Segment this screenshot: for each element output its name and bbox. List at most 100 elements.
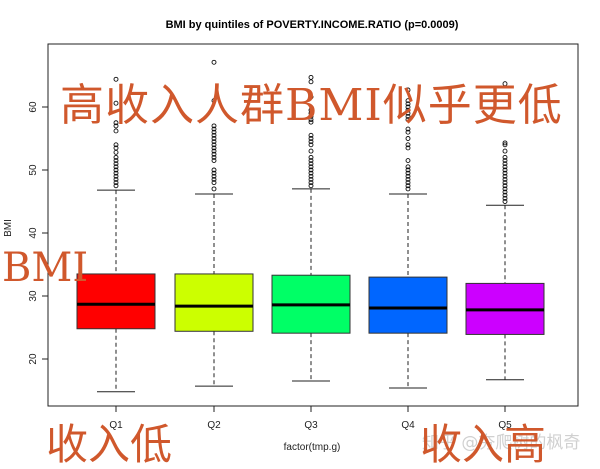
outlier-point bbox=[113, 161, 119, 167]
outlier-point bbox=[211, 148, 217, 154]
outlier-point bbox=[405, 180, 411, 186]
x-tick-label: Q4 bbox=[401, 420, 415, 431]
box-q1 bbox=[76, 76, 156, 393]
outlier-point bbox=[405, 173, 411, 179]
outlier-point bbox=[211, 180, 217, 186]
outlier-point bbox=[308, 110, 314, 116]
outlier-point bbox=[308, 79, 314, 85]
outlier-point bbox=[502, 192, 508, 198]
box-series bbox=[76, 59, 545, 393]
outlier-point bbox=[405, 113, 411, 119]
outlier-point bbox=[308, 154, 314, 160]
outlier-point bbox=[211, 59, 217, 65]
x-tick-label: Q2 bbox=[207, 420, 221, 431]
outlier-point bbox=[405, 101, 411, 107]
outlier-point bbox=[405, 104, 411, 110]
outlier-point bbox=[113, 176, 119, 182]
outlier-point bbox=[211, 173, 217, 179]
box-q2 bbox=[174, 59, 254, 387]
outlier-point bbox=[308, 113, 314, 119]
outlier-point bbox=[211, 139, 217, 145]
outlier-point bbox=[405, 107, 411, 113]
outlier-point bbox=[113, 142, 119, 148]
outlier-point bbox=[211, 158, 217, 164]
outlier-point bbox=[308, 148, 314, 154]
x-tick-label: Q1 bbox=[109, 420, 123, 431]
outlier-point bbox=[211, 186, 217, 192]
outlier-point bbox=[405, 167, 411, 173]
outlier-point bbox=[211, 151, 217, 157]
outlier-point bbox=[405, 164, 411, 170]
y-axis-label: BMI bbox=[3, 219, 14, 237]
y-tick-label: 40 bbox=[28, 227, 39, 239]
outlier-point bbox=[113, 180, 119, 186]
x-axis-label: factor(tmp.g) bbox=[284, 442, 341, 453]
outlier-point bbox=[113, 173, 119, 179]
outlier-point bbox=[308, 170, 314, 176]
outlier-point bbox=[211, 167, 217, 173]
bmi-annotation: BMI bbox=[2, 245, 89, 291]
outlier-point bbox=[308, 167, 314, 173]
outlier-point bbox=[113, 100, 119, 106]
outlier-point bbox=[405, 145, 411, 151]
outlier-point bbox=[502, 161, 508, 167]
outlier-point bbox=[308, 164, 314, 170]
chart-title: BMI by quintiles of POVERTY.INCOME.RATIO… bbox=[166, 19, 459, 31]
outlier-point bbox=[405, 98, 411, 104]
outlier-point bbox=[405, 170, 411, 176]
outlier-point bbox=[502, 186, 508, 192]
outlier-point bbox=[502, 173, 508, 179]
outlier-point bbox=[502, 180, 508, 186]
outlier-point bbox=[211, 123, 217, 129]
watermark: 知乎 @夯爬树的枫奇 bbox=[422, 433, 581, 453]
outlier-point bbox=[113, 120, 119, 126]
y-tick-label: 60 bbox=[28, 101, 39, 113]
plot-frame bbox=[47, 43, 579, 407]
outlier-point bbox=[308, 119, 314, 125]
outlier-point bbox=[502, 176, 508, 182]
outlier-point bbox=[405, 129, 411, 135]
box-q4 bbox=[368, 87, 448, 389]
outlier-point bbox=[113, 158, 119, 164]
outlier-point bbox=[113, 154, 119, 160]
outlier-point bbox=[308, 173, 314, 179]
outlier-point bbox=[308, 176, 314, 182]
outlier-point bbox=[308, 161, 314, 167]
outlier-point bbox=[113, 164, 119, 170]
outlier-point bbox=[113, 128, 119, 134]
outlier-point bbox=[405, 110, 411, 116]
outlier-point bbox=[113, 149, 119, 155]
outlier-point bbox=[211, 142, 217, 148]
outlier-point bbox=[211, 129, 217, 135]
outlier-point bbox=[502, 164, 508, 170]
outlier-point bbox=[308, 142, 314, 148]
outlier-point bbox=[308, 139, 314, 145]
iqr-box bbox=[76, 273, 156, 330]
high-income-annotation: 收入高 bbox=[420, 420, 547, 469]
iqr-box bbox=[368, 276, 448, 334]
outlier-point bbox=[308, 158, 314, 164]
outlier-point bbox=[502, 142, 508, 148]
outlier-point bbox=[502, 195, 508, 201]
outlier-point bbox=[113, 167, 119, 173]
outlier-point bbox=[502, 148, 508, 154]
outlier-point bbox=[502, 170, 508, 176]
low-income-annotation: 收入低 bbox=[46, 420, 173, 469]
box-q5 bbox=[465, 81, 545, 381]
outlier-point bbox=[308, 132, 314, 138]
outlier-point bbox=[211, 132, 217, 138]
outlier-point bbox=[405, 117, 411, 123]
outlier-point bbox=[502, 183, 508, 189]
outlier-point bbox=[308, 94, 314, 100]
y-tick-label: 50 bbox=[28, 164, 39, 176]
headline-annotation: 高收入人群BMI似乎更低 bbox=[60, 80, 563, 131]
outlier-point bbox=[211, 170, 217, 176]
outlier-point bbox=[211, 98, 217, 104]
y-axis: 20 30 40 50 60 bbox=[28, 101, 48, 365]
outlier-point bbox=[113, 76, 119, 82]
outlier-point bbox=[211, 176, 217, 182]
iqr-box bbox=[174, 273, 254, 332]
outlier-point bbox=[308, 183, 314, 189]
outlier-point bbox=[308, 107, 314, 113]
